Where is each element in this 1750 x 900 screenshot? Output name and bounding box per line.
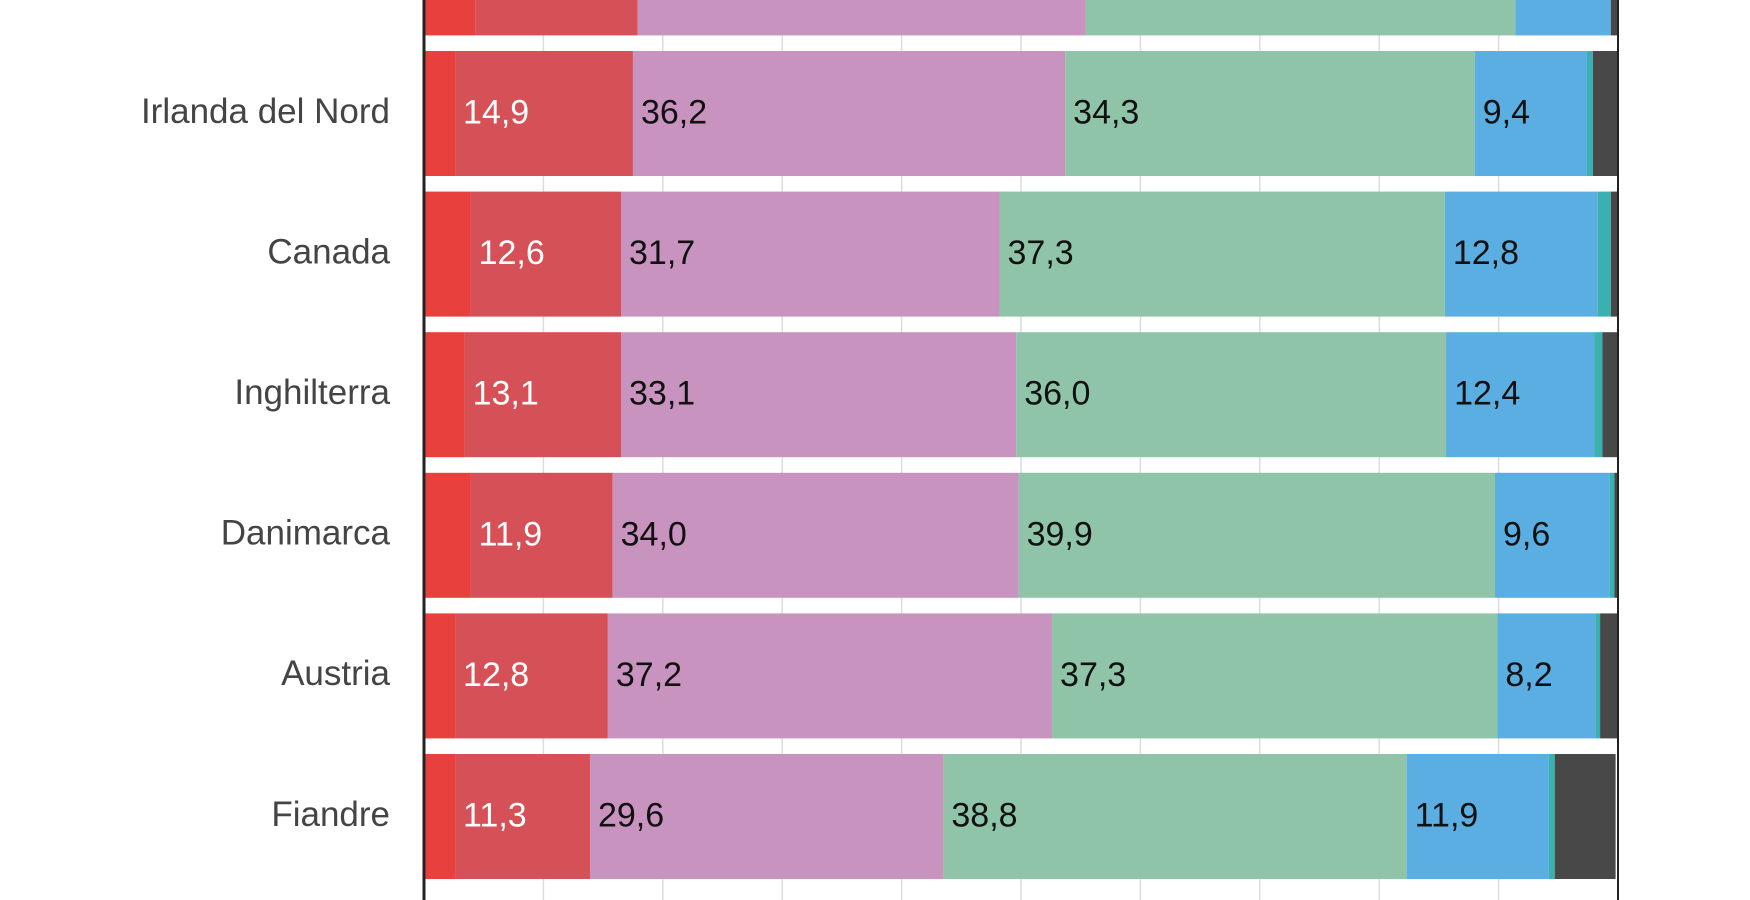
bar-segment	[1610, 0, 1618, 36]
bar-segment	[424, 472, 471, 598]
value-label: 13,1	[473, 375, 539, 413]
value-label: 12,8	[1453, 234, 1519, 272]
value-label: 37,3	[1008, 234, 1074, 272]
category-label: Irlanda del Nord	[141, 92, 390, 131]
category-label: Inghilterra	[234, 373, 390, 412]
value-label: 39,9	[1027, 515, 1093, 553]
bar-segment	[607, 613, 1053, 739]
value-label: 36,0	[1024, 375, 1090, 413]
bar-segment	[1444, 191, 1598, 317]
value-label: 11,9	[479, 515, 543, 553]
value-label: 37,3	[1060, 656, 1126, 694]
value-label: 36,2	[641, 93, 707, 131]
bar-segment	[999, 191, 1445, 317]
bar-segment	[1610, 191, 1618, 317]
bar-segment	[470, 472, 613, 598]
value-label: 33,1	[629, 375, 695, 413]
value-label: 31,7	[629, 234, 695, 272]
bar-segment	[632, 51, 1066, 176]
bar-segment	[1586, 51, 1593, 176]
value-label: 12,6	[479, 234, 545, 272]
bar-segment	[1602, 332, 1618, 458]
bar-segment	[424, 0, 476, 36]
bar-segment	[424, 51, 456, 176]
bar-segment	[612, 472, 1019, 598]
bar-segment	[424, 191, 471, 317]
value-label: 37,2	[616, 656, 682, 694]
value-label: 12,4	[1454, 375, 1520, 413]
bar-segment	[1592, 51, 1618, 176]
bar-segment	[943, 754, 1407, 879]
value-label: 29,6	[598, 796, 664, 834]
value-label: 14,9	[463, 93, 529, 131]
value-label: 38,8	[951, 796, 1017, 834]
bar-segment	[455, 51, 633, 176]
bar-segment	[1474, 51, 1587, 176]
bar-segment	[1548, 754, 1555, 879]
bar-segment	[1497, 613, 1596, 739]
value-label: 34,0	[621, 515, 687, 553]
bar-segment	[637, 0, 1086, 36]
bar-segment	[464, 332, 622, 458]
bar-segment	[589, 754, 944, 879]
value-label: 8,2	[1505, 656, 1552, 694]
bar-segment	[470, 191, 622, 317]
category-label: Danimarca	[221, 514, 391, 553]
bar-segment	[1406, 754, 1549, 879]
value-label: 9,4	[1483, 93, 1530, 131]
bar-segment	[1016, 332, 1447, 458]
value-label: 11,9	[1415, 796, 1479, 834]
bar-segment	[424, 613, 456, 739]
bar-segment	[1515, 0, 1611, 36]
category-label: Austria	[281, 654, 390, 693]
value-label: 12,8	[463, 656, 529, 694]
value-label: 9,6	[1503, 515, 1550, 553]
category-label: Fiandre	[271, 795, 390, 834]
bar-segment	[475, 0, 638, 36]
category-label: Canada	[267, 232, 390, 271]
bar-segment	[455, 613, 608, 739]
bar-segment	[1085, 0, 1516, 36]
bar-segment	[1609, 472, 1615, 598]
value-label: 34,3	[1073, 93, 1139, 131]
bar-segment	[1065, 51, 1475, 176]
bar-segment	[1597, 191, 1611, 317]
bar-segment	[1594, 332, 1603, 458]
bar-segment	[1595, 613, 1601, 739]
bar-segment	[1052, 613, 1498, 739]
bar-segment	[1614, 472, 1618, 598]
bar-segment	[621, 332, 1017, 458]
bar-segment	[1554, 754, 1616, 879]
bar-segment	[1495, 472, 1610, 598]
bar-segment	[1018, 472, 1496, 598]
bar-segment	[455, 754, 590, 879]
bar-segment	[621, 191, 1000, 317]
bar-segment	[424, 754, 456, 879]
value-label: 11,3	[463, 796, 527, 834]
bar-segment	[1446, 332, 1595, 458]
bar-segment	[1600, 613, 1618, 739]
bar-segment	[424, 332, 465, 458]
